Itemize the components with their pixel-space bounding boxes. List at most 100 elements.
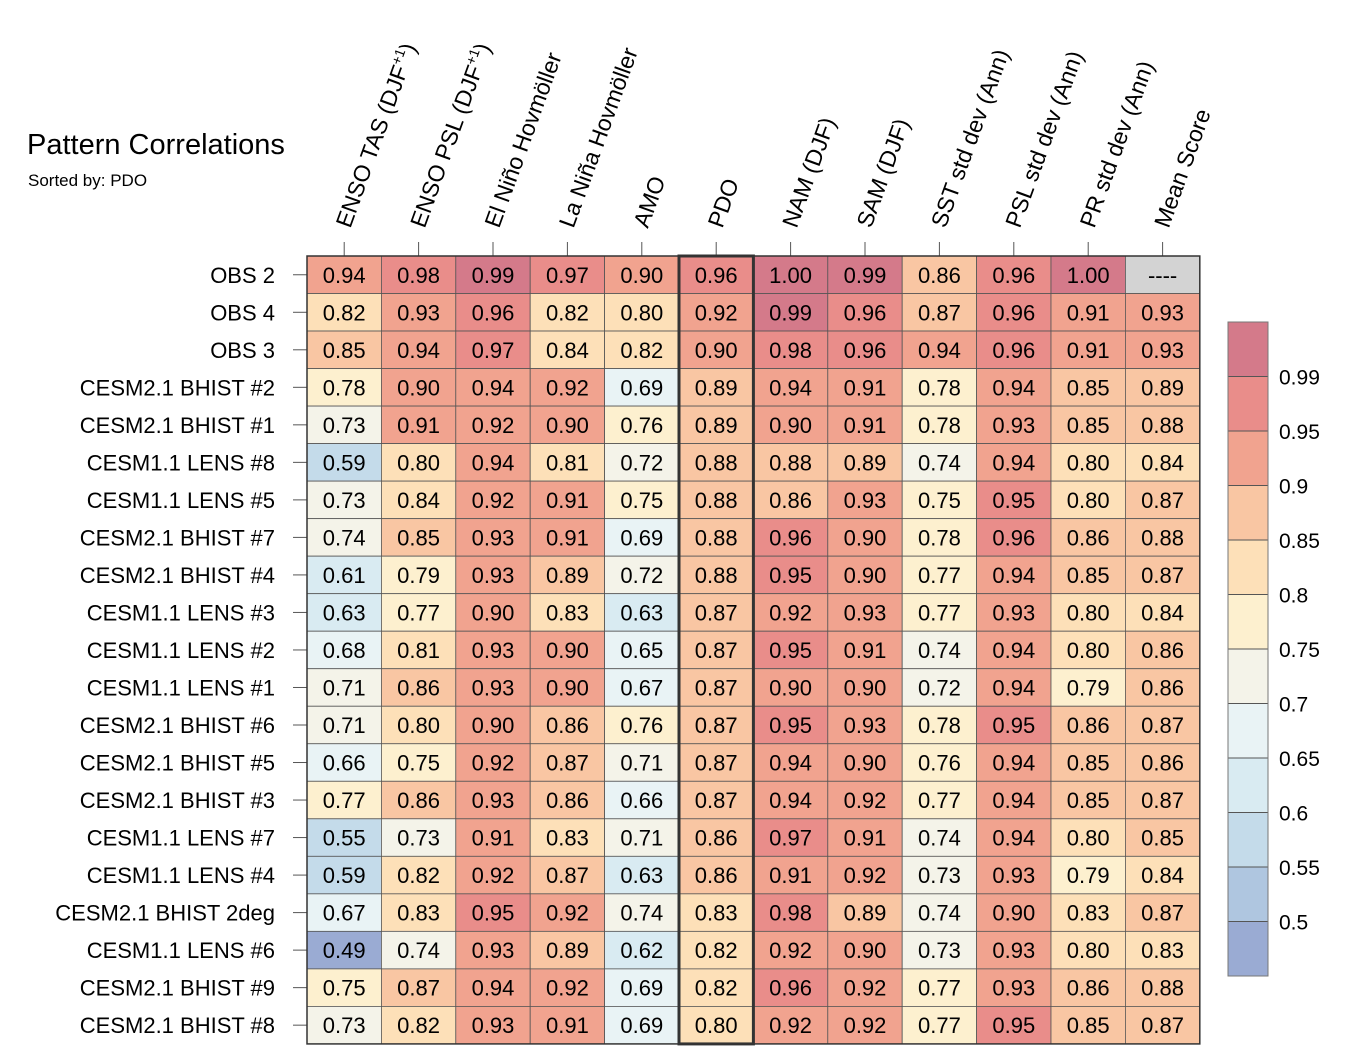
cell-value-label: 0.77 <box>918 563 961 588</box>
heatmap-cell <box>827 818 903 857</box>
cell-value-label: 0.78 <box>918 713 961 738</box>
heatmap-cell <box>1050 930 1126 970</box>
heatmap-cell <box>1050 518 1126 557</box>
heatmap-cell <box>1125 593 1201 632</box>
heatmap-cell <box>1050 630 1126 670</box>
heatmap-cell <box>1125 780 1201 820</box>
heatmap-cell <box>901 555 978 595</box>
cell-value-label: 0.85 <box>1067 1013 1110 1038</box>
cell-value-label: 0.78 <box>918 413 961 438</box>
cell-value-label: 0.87 <box>546 751 589 776</box>
cell-value-label: 0.73 <box>323 1013 366 1038</box>
heatmap-cell <box>976 780 1052 820</box>
cell-value-label: 0.79 <box>1067 675 1110 700</box>
cell-value-label: 0.96 <box>695 263 738 288</box>
heatmap-cell <box>306 368 382 407</box>
column-label: Mean Score <box>1149 105 1216 230</box>
cell-value-label: 0.59 <box>323 863 366 888</box>
colorbar-tick-label: 0.99 <box>1279 367 1320 390</box>
heatmap-cell <box>529 293 606 332</box>
cell-value-label: 0.96 <box>769 976 812 1001</box>
row-label: CESM1.1 LENS #3 <box>87 600 275 625</box>
heatmap-cell <box>1125 293 1201 332</box>
heatmap-cell <box>901 855 978 895</box>
cell-value-label: 0.85 <box>1067 375 1110 400</box>
cell-value-label: 0.86 <box>397 675 440 700</box>
cell-value-label: 0.93 <box>992 413 1035 438</box>
colorbar-bin <box>1228 758 1268 813</box>
cell-value-label: 0.99 <box>844 263 887 288</box>
colorbar-bin <box>1228 322 1268 377</box>
cell-value-label: 0.80 <box>1067 600 1110 625</box>
cell-value-label: 0.66 <box>323 751 366 776</box>
colorbar-bin <box>1228 431 1268 486</box>
cell-value-label: 0.87 <box>1141 488 1184 513</box>
heatmap-cell <box>455 818 531 857</box>
heatmap-cell <box>455 1006 531 1045</box>
cell-value-label: 0.77 <box>323 788 366 813</box>
heatmap-cell <box>753 255 829 294</box>
cell-value-label: 0.99 <box>472 263 515 288</box>
cell-value-label: 0.84 <box>546 338 589 363</box>
cell-value-label: 0.75 <box>620 488 663 513</box>
heatmap-cell <box>455 705 531 745</box>
heatmap-cell <box>678 855 754 895</box>
heatmap-cell <box>380 630 457 670</box>
heatmap-cell <box>455 368 531 407</box>
heatmap-cell <box>1125 930 1201 970</box>
heatmap-cell <box>976 818 1052 857</box>
cell-value-label: 0.90 <box>844 751 887 776</box>
cell-value-label: 0.97 <box>472 338 515 363</box>
cell-value-label: 0.95 <box>769 563 812 588</box>
colorbar-frame <box>1227 321 1269 977</box>
cell-value-label: 0.94 <box>397 338 440 363</box>
heatmap-cell <box>306 780 382 820</box>
cell-value-label: 0.93 <box>472 638 515 663</box>
cell-value-label: 0.94 <box>992 751 1035 776</box>
cell-value-label: 0.74 <box>918 901 961 926</box>
heatmap-cell <box>827 968 903 1007</box>
heatmap-cell <box>529 593 606 632</box>
cell-value-label: 0.91 <box>546 525 589 550</box>
heatmap-cell <box>380 293 457 332</box>
cell-value-label: 0.88 <box>695 450 738 475</box>
cell-value-label: 0.93 <box>844 488 887 513</box>
cell-value-label: 0.87 <box>695 638 738 663</box>
cell-value-label: 0.96 <box>992 300 1035 325</box>
cell-value-label: 0.92 <box>769 1013 812 1038</box>
heatmap-cell <box>1125 368 1201 407</box>
cell-value-label: 0.59 <box>323 450 366 475</box>
colorbar-tick-label: 0.75 <box>1279 639 1320 662</box>
cell-value-label: 0.80 <box>397 450 440 475</box>
heatmap-cell <box>604 293 680 332</box>
heatmap-cell <box>827 255 903 294</box>
heatmap-cell <box>827 443 903 482</box>
heatmap-cell <box>604 555 680 595</box>
heatmap-cell <box>1125 630 1201 670</box>
heatmap-cell <box>306 930 382 970</box>
cell-value-label: 0.86 <box>1141 638 1184 663</box>
cell-value-label: 0.94 <box>769 375 812 400</box>
cell-value-label: 0.90 <box>844 525 887 550</box>
heatmap-cell <box>455 968 531 1007</box>
heatmap-cell <box>529 818 606 857</box>
cell-value-label: 0.90 <box>397 375 440 400</box>
cell-value-label: 0.97 <box>769 826 812 851</box>
heatmap-cell <box>1125 518 1201 557</box>
heatmap-cell <box>455 930 531 970</box>
row-label: CESM1.1 LENS #2 <box>87 638 275 663</box>
cell-value-label: 0.99 <box>769 300 812 325</box>
cell-value-label: 0.86 <box>695 826 738 851</box>
row-label: CESM1.1 LENS #5 <box>87 488 275 513</box>
heatmap-cell <box>976 555 1052 595</box>
cell-value-label: 0.79 <box>397 563 440 588</box>
heatmap-cell <box>306 893 382 932</box>
cell-value-label: 0.89 <box>546 563 589 588</box>
cell-value-label: 0.93 <box>472 938 515 963</box>
heatmap-cell <box>1125 668 1201 707</box>
chart-subtitle: Sorted by: PDO <box>28 171 147 190</box>
heatmap-cell <box>901 1006 978 1045</box>
heatmap-cell <box>529 330 606 369</box>
heatmap-cell <box>678 780 754 820</box>
heatmap-cell <box>1050 330 1126 369</box>
